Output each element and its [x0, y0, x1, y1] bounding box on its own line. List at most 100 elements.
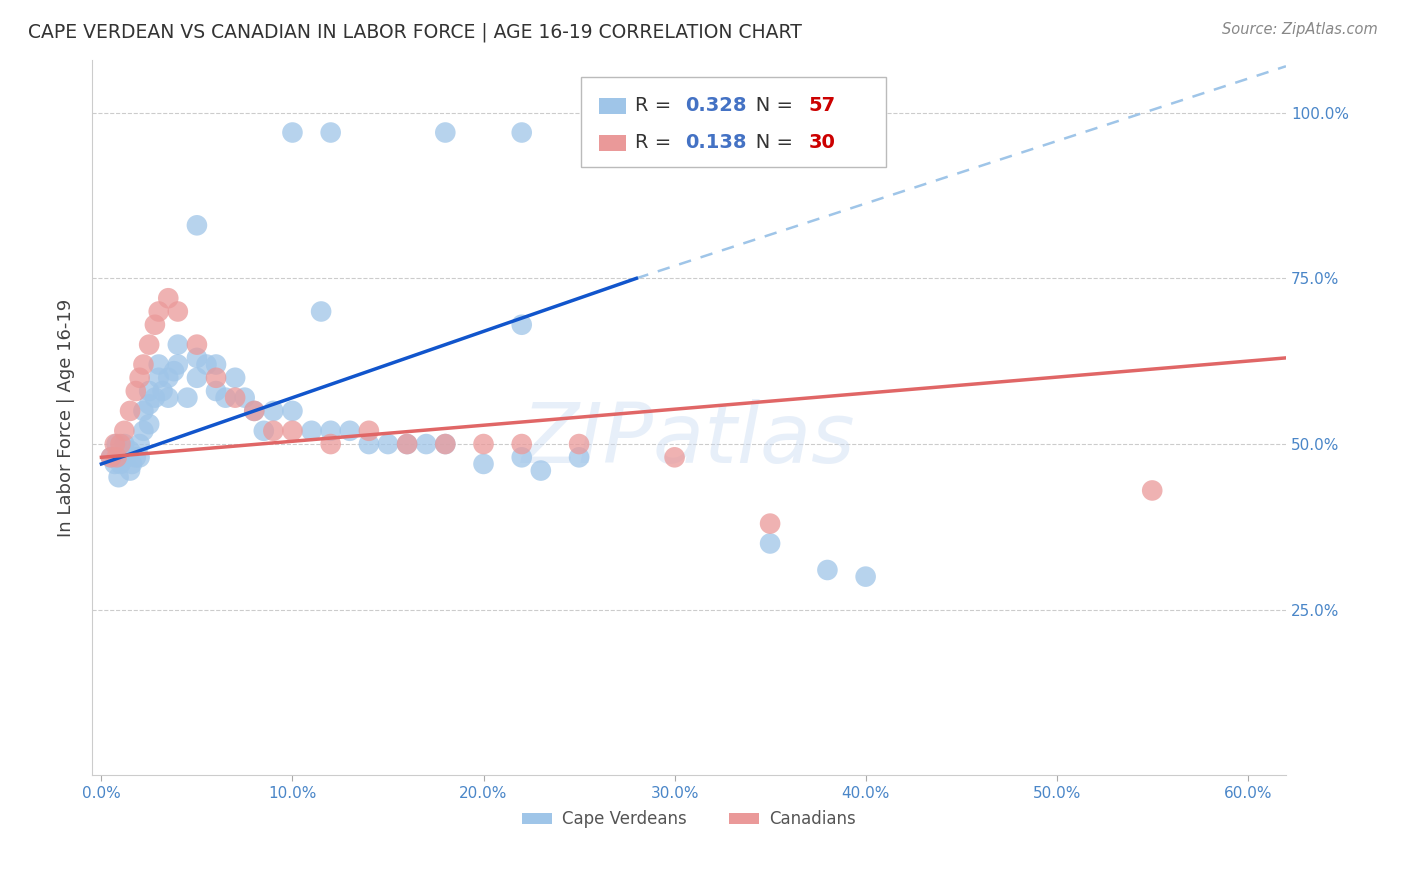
Point — [664, 450, 686, 465]
Point — [121, 457, 143, 471]
Point — [105, 450, 128, 465]
Point — [415, 437, 437, 451]
Point — [319, 126, 342, 140]
Y-axis label: In Labor Force | Age 16-19: In Labor Force | Age 16-19 — [58, 299, 75, 537]
Point — [281, 404, 304, 418]
Point — [309, 304, 332, 318]
Point — [530, 464, 553, 478]
Point — [100, 450, 122, 465]
Text: CAPE VERDEAN VS CANADIAN IN LABOR FORCE | AGE 16-19 CORRELATION CHART: CAPE VERDEAN VS CANADIAN IN LABOR FORCE … — [28, 22, 801, 42]
Point — [568, 437, 591, 451]
Point — [152, 384, 174, 398]
Text: N =: N = — [737, 133, 799, 153]
Point — [339, 424, 361, 438]
Point — [143, 318, 166, 332]
Point — [195, 358, 218, 372]
Point — [163, 364, 186, 378]
Point — [128, 437, 150, 451]
Point — [510, 450, 533, 465]
Point — [243, 404, 266, 418]
Point — [224, 371, 246, 385]
Point — [396, 437, 419, 451]
Point — [112, 437, 135, 451]
Point — [759, 536, 782, 550]
Point — [233, 391, 256, 405]
Text: R =: R = — [636, 96, 678, 115]
Text: 30: 30 — [808, 133, 835, 153]
Point — [214, 391, 236, 405]
Point — [166, 304, 188, 318]
Point — [138, 337, 160, 351]
Point — [110, 457, 132, 471]
Point — [110, 450, 132, 465]
Point — [166, 337, 188, 351]
Point — [138, 397, 160, 411]
Point — [186, 371, 208, 385]
Point — [510, 437, 533, 451]
Point — [759, 516, 782, 531]
Point — [205, 371, 228, 385]
Text: 0.328: 0.328 — [685, 96, 747, 115]
Point — [855, 569, 877, 583]
Point — [253, 424, 276, 438]
Point — [510, 318, 533, 332]
Point — [319, 437, 342, 451]
Point — [125, 384, 148, 398]
Point — [186, 337, 208, 351]
Point — [434, 437, 457, 451]
Text: 0.138: 0.138 — [685, 133, 747, 153]
Point — [105, 437, 128, 451]
Point — [166, 358, 188, 372]
Point — [104, 437, 127, 451]
FancyBboxPatch shape — [582, 78, 886, 167]
Point — [262, 404, 284, 418]
Point — [125, 450, 148, 465]
Point — [262, 424, 284, 438]
Point — [138, 384, 160, 398]
Point — [110, 437, 132, 451]
FancyBboxPatch shape — [599, 135, 626, 151]
Point — [186, 351, 208, 365]
Point — [186, 219, 208, 233]
Point — [357, 424, 380, 438]
Point — [128, 371, 150, 385]
Point — [472, 457, 495, 471]
Point — [112, 424, 135, 438]
Point — [120, 404, 142, 418]
Point — [143, 391, 166, 405]
Point — [319, 424, 342, 438]
Point — [120, 443, 142, 458]
Point — [157, 371, 180, 385]
Point — [132, 358, 155, 372]
Point — [120, 464, 142, 478]
Point — [100, 450, 122, 465]
Point — [281, 126, 304, 140]
Text: N =: N = — [737, 96, 799, 115]
Point — [104, 457, 127, 471]
Point — [128, 450, 150, 465]
Point — [472, 437, 495, 451]
Point — [224, 391, 246, 405]
Text: Source: ZipAtlas.com: Source: ZipAtlas.com — [1222, 22, 1378, 37]
Point — [138, 417, 160, 432]
Text: 57: 57 — [808, 96, 835, 115]
Point — [301, 424, 323, 438]
Point — [510, 126, 533, 140]
Point — [568, 450, 591, 465]
Point — [434, 437, 457, 451]
Point — [396, 437, 419, 451]
Point — [176, 391, 198, 405]
Point — [132, 424, 155, 438]
Legend: Cape Verdeans, Canadians: Cape Verdeans, Canadians — [516, 804, 862, 835]
Point — [157, 391, 180, 405]
Point — [243, 404, 266, 418]
Point — [115, 450, 138, 465]
Point — [815, 563, 838, 577]
Point — [357, 437, 380, 451]
Point — [1142, 483, 1164, 498]
Point — [148, 358, 170, 372]
Point — [107, 470, 129, 484]
Text: R =: R = — [636, 133, 678, 153]
Point — [148, 371, 170, 385]
Point — [377, 437, 399, 451]
